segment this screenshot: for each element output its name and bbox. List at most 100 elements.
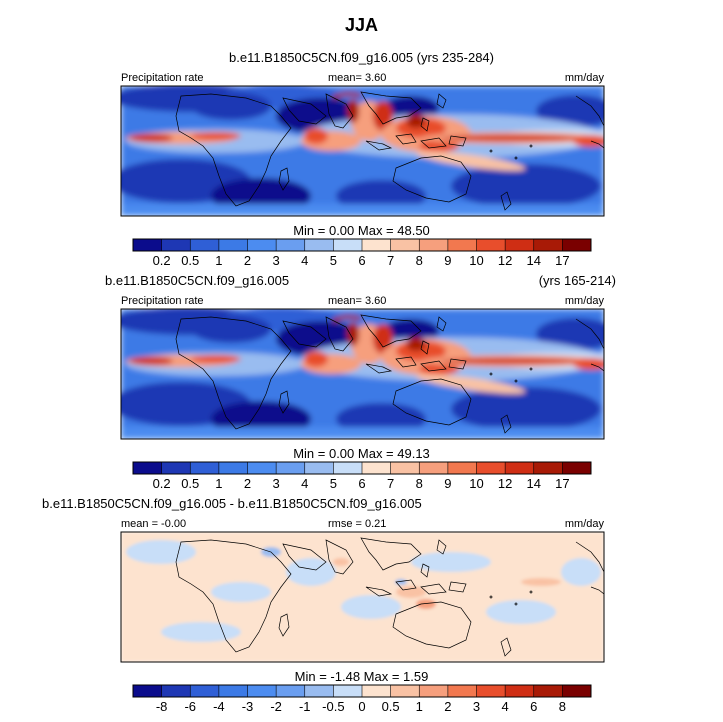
colorbar-swatch: [505, 685, 535, 697]
panel-2-min-max: Min = 0.00 Max = 49.13: [293, 446, 430, 461]
panel-2-variable-label: Precipitation rate: [121, 295, 204, 307]
colorbar-tick-label: 7: [387, 253, 394, 268]
colorbar-swatch: [390, 239, 420, 251]
colorbar-swatch: [304, 239, 334, 251]
panel-2-header: b.e11.B1850C5CN.f09_g16.005: [105, 273, 289, 288]
panel-3-rmse-label: rmse = 0.21: [328, 518, 386, 530]
colorbar-tick-label: 17: [555, 253, 569, 268]
panel-1-min-max: Min = 0.00 Max = 48.50: [293, 223, 430, 238]
colorbar-swatch: [276, 462, 306, 474]
colorbar-swatch: [419, 239, 449, 251]
colorbar-swatch: [161, 685, 191, 697]
colorbar-tick-label: 8: [416, 253, 423, 268]
colorbar-tick-label: 4: [301, 476, 308, 491]
panel-2-map: [121, 309, 604, 439]
colorbar-swatch: [161, 239, 191, 251]
panel-3-map: [121, 532, 604, 662]
panel-3-min-max: Min = -1.48 Max = 1.59: [295, 669, 429, 684]
colorbar-tick-label: 2: [444, 699, 451, 714]
colorbar-swatch: [505, 239, 535, 251]
colorbar-swatch: [247, 462, 277, 474]
colorbar-tick-label: 1: [215, 476, 222, 491]
colorbar-swatch: [133, 462, 162, 474]
panel-2: b.e11.B1850C5CN.f09_g16.005 (yrs 165-214…: [105, 273, 616, 491]
colorbar-swatch: [362, 462, 391, 474]
colorbar-tick-label: 12: [498, 253, 512, 268]
colorbar-tick-label: -6: [184, 699, 196, 714]
colorbar-swatch: [218, 239, 248, 251]
colorbar-swatch: [562, 685, 592, 697]
colorbar-swatch: [133, 685, 162, 697]
panel-3-colorbar: -8 -6 -4 -3 -2 -1 -0.5 0 0.5 1 2 3 4 6 8: [132, 684, 592, 714]
colorbar-swatch: [362, 685, 391, 697]
colorbar-tick-label: 0: [358, 699, 365, 714]
figure-title: JJA: [345, 15, 378, 35]
colorbar-tick-label: 10: [469, 476, 483, 491]
colorbar-tick-label: 3: [273, 476, 280, 491]
colorbar-tick-label: 3: [273, 253, 280, 268]
colorbar-tick-label: 9: [444, 476, 451, 491]
colorbar-tick-label: -2: [270, 699, 282, 714]
colorbar-tick-label: 2: [244, 476, 251, 491]
colorbar-swatch: [390, 685, 420, 697]
panel-1-map-frame: [120, 85, 605, 217]
colorbar-swatch: [447, 685, 477, 697]
colorbar-swatch: [276, 239, 306, 251]
colorbar-swatch: [161, 462, 191, 474]
colorbar-swatch: [447, 462, 477, 474]
colorbar-tick-label: 9: [444, 253, 451, 268]
colorbar-tick-label: 3: [473, 699, 480, 714]
panel-2-units-label: mm/day: [565, 295, 605, 307]
colorbar-swatch: [304, 685, 334, 697]
colorbar-swatch: [190, 685, 220, 697]
colorbar-swatch: [333, 462, 363, 474]
colorbar-swatch: [419, 462, 449, 474]
colorbar-tick-label: 4: [301, 253, 308, 268]
colorbar-tick-label: 8: [416, 476, 423, 491]
colorbar-tick-label: -3: [242, 699, 254, 714]
colorbar-swatch: [190, 239, 220, 251]
colorbar-swatch: [247, 239, 277, 251]
colorbar-swatch: [476, 685, 506, 697]
colorbar-swatch: [333, 685, 363, 697]
panel-2-colorbar: 0.2 0.5 1 2 3 4 5 6 7 8 9 10 12 14 17: [132, 461, 592, 491]
colorbar-swatch: [247, 685, 277, 697]
colorbar-tick-label: -1: [299, 699, 311, 714]
colorbar-tick-label: 1: [416, 699, 423, 714]
colorbar-tick-label: 2: [244, 253, 251, 268]
colorbar-swatch: [533, 462, 563, 474]
colorbar-swatch: [419, 685, 449, 697]
colorbar-swatch: [533, 685, 563, 697]
colorbar-swatch: [562, 239, 592, 251]
colorbar-swatch: [333, 239, 363, 251]
colorbar-tick-label: 0.2: [153, 253, 171, 268]
colorbar-tick-label: 0.5: [382, 699, 400, 714]
colorbar-swatch: [390, 462, 420, 474]
colorbar-tick-label: 17: [555, 476, 569, 491]
colorbar-tick-label: 1: [215, 253, 222, 268]
panel-3-header: b.e11.B1850C5CN.f09_g16.005 - b.e11.B185…: [42, 496, 422, 511]
colorbar-tick-label: 14: [527, 253, 541, 268]
colorbar-tick-label: -8: [156, 699, 168, 714]
panel-3-mean-label: mean = -0.00: [121, 518, 186, 530]
panel-1: b.e11.B1850C5CN.f09_g16.005 (yrs 235-284…: [120, 50, 605, 268]
panel-3-units-label: mm/day: [565, 518, 605, 530]
panel-1-map: [121, 86, 604, 216]
colorbar-tick-label: -4: [213, 699, 225, 714]
colorbar-tick-label: 6: [358, 476, 365, 491]
colorbar-tick-label: 7: [387, 476, 394, 491]
panel-1-units-label: mm/day: [565, 72, 605, 84]
panel-1-header: b.e11.B1850C5CN.f09_g16.005 (yrs 235-284…: [229, 50, 494, 65]
colorbar-tick-label: 0.5: [181, 476, 199, 491]
panel-3: b.e11.B1850C5CN.f09_g16.005 - b.e11.B185…: [42, 496, 605, 714]
panel-1-mean-label: mean= 3.60: [328, 72, 386, 84]
colorbar-swatch: [304, 462, 334, 474]
colorbar-swatch: [218, 685, 248, 697]
colorbar-swatch: [190, 462, 220, 474]
colorbar-swatch: [218, 462, 248, 474]
colorbar-tick-label: 4: [502, 699, 509, 714]
colorbar-swatch: [505, 462, 535, 474]
panel-1-variable-label: Precipitation rate: [121, 72, 204, 84]
colorbar-swatch: [476, 239, 506, 251]
